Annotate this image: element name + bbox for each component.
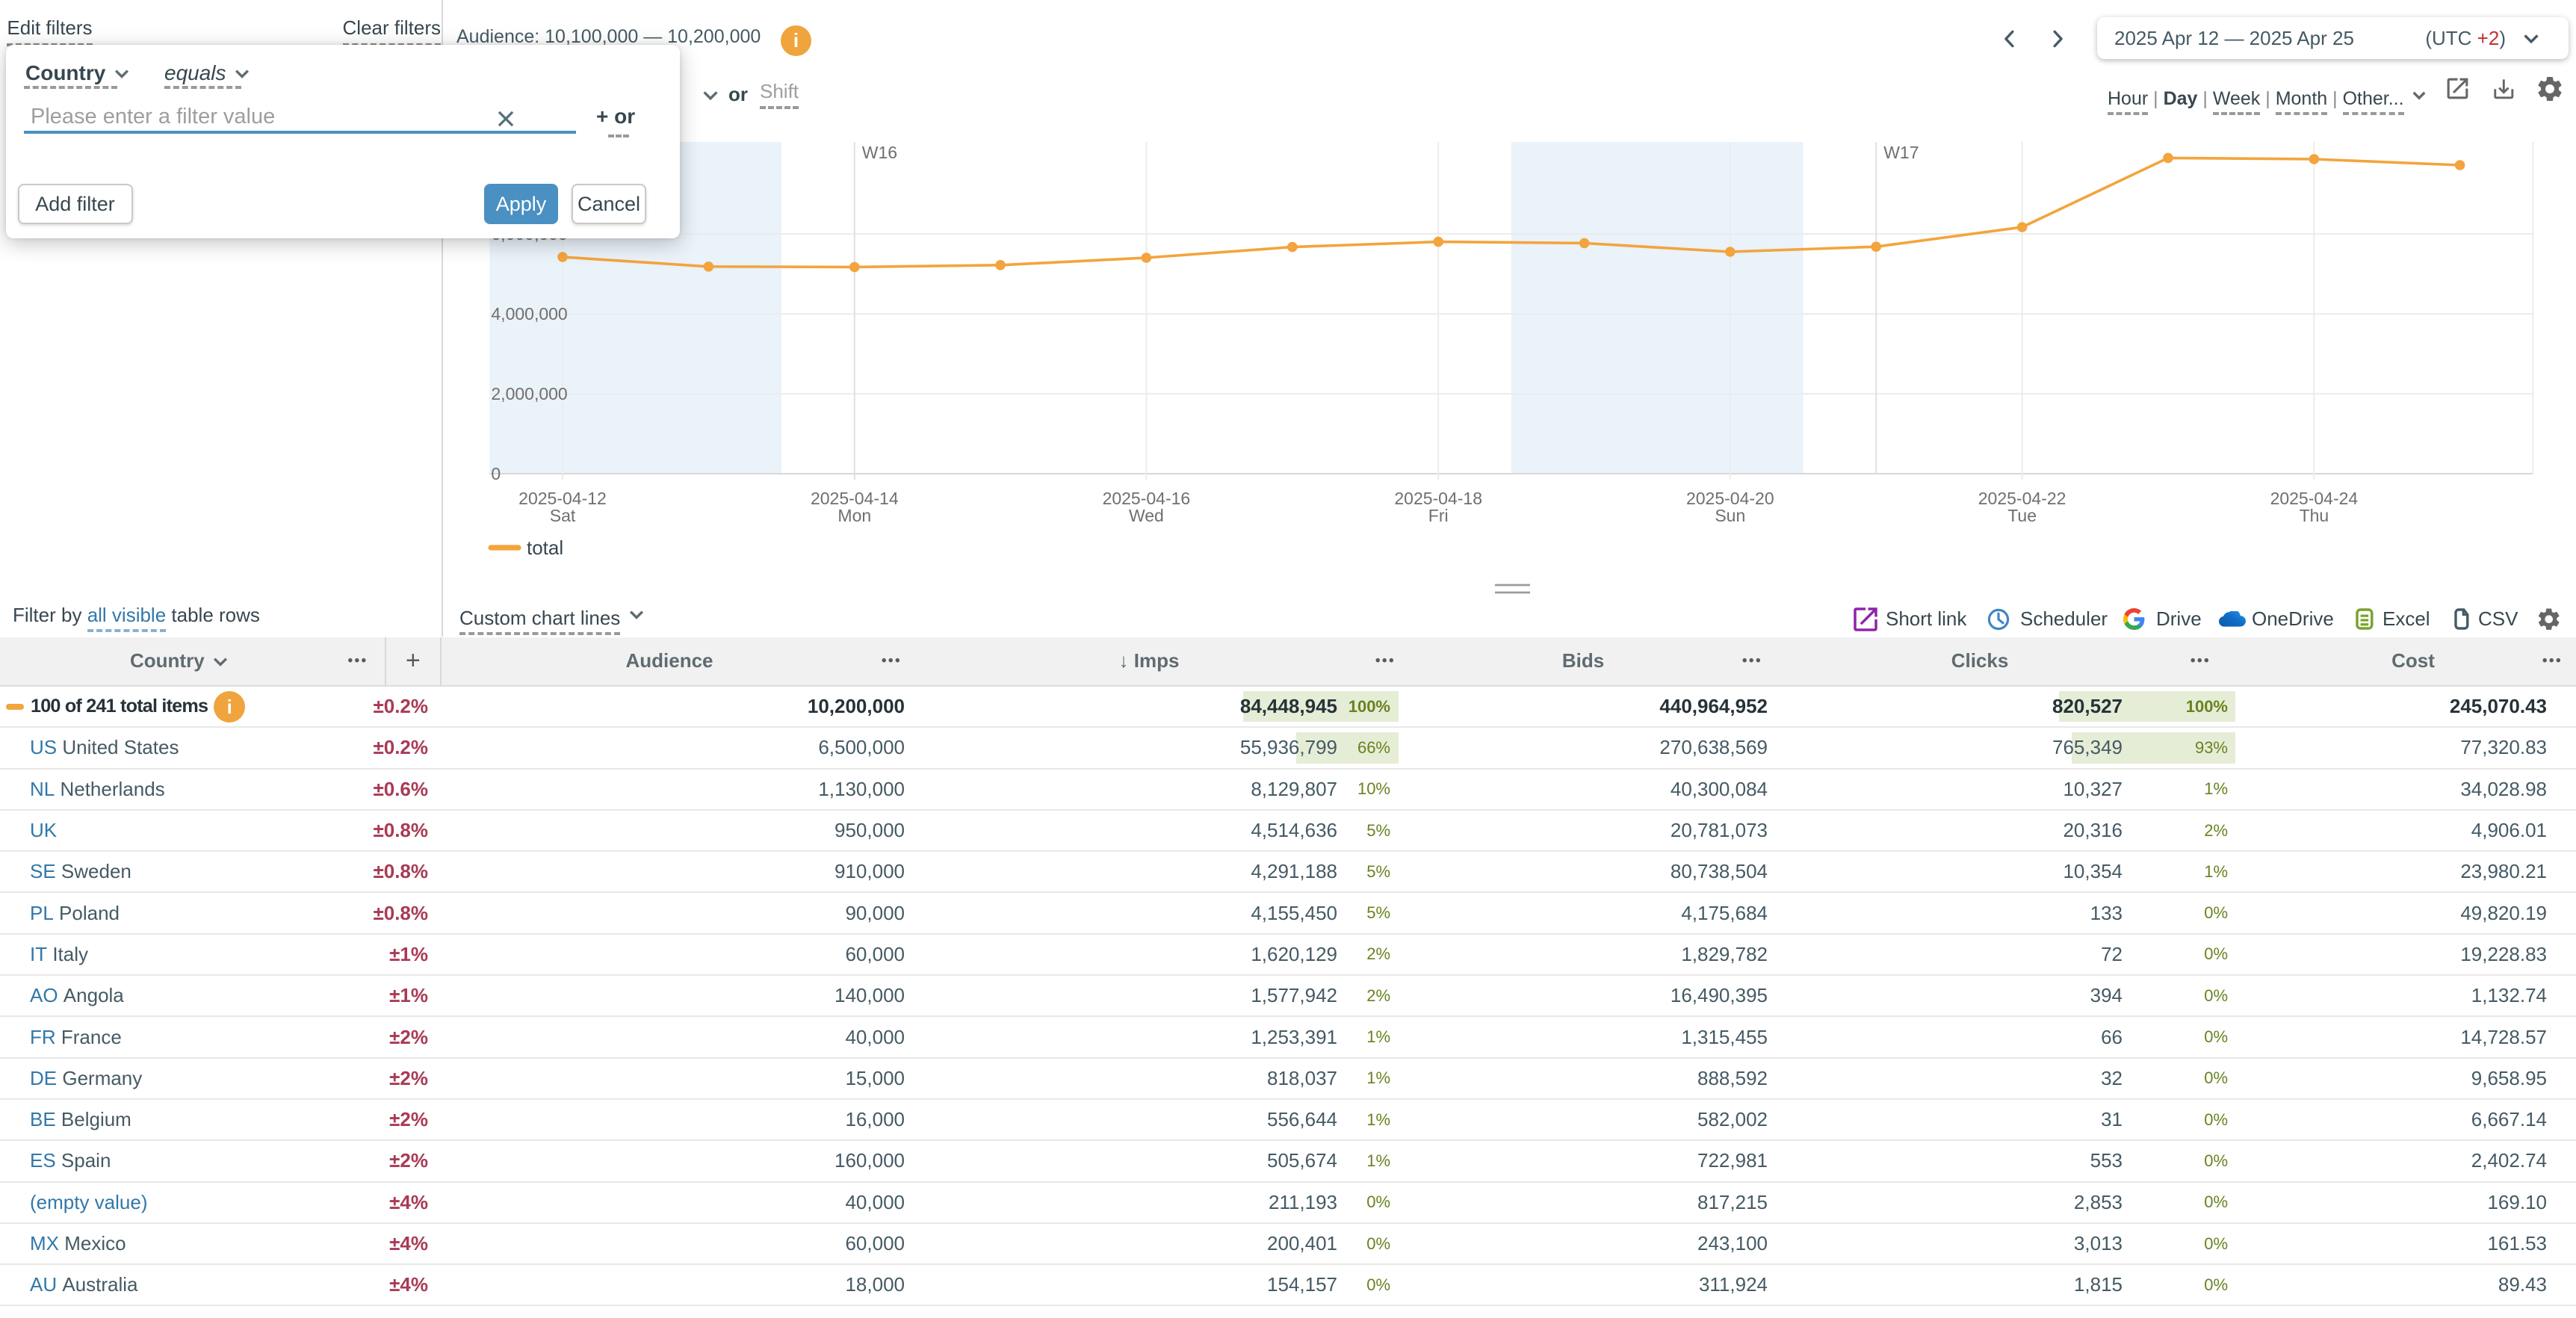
svg-text:Wed: Wed: [1129, 506, 1164, 525]
svg-text:total: total: [527, 536, 563, 559]
svg-text:2025-04-14: 2025-04-14: [811, 489, 899, 508]
svg-text:Mon: Mon: [837, 506, 871, 525]
svg-text:Sun: Sun: [1715, 506, 1745, 525]
svg-text:W17: W17: [1883, 143, 1919, 162]
svg-text:Sat: Sat: [550, 506, 576, 525]
svg-text:2025-04-12: 2025-04-12: [518, 489, 607, 508]
svg-text:2,000,000: 2,000,000: [491, 384, 567, 403]
svg-text:W16: W16: [862, 143, 897, 162]
svg-text:Thu: Thu: [2300, 506, 2329, 525]
svg-text:2025-04-20: 2025-04-20: [1686, 489, 1774, 508]
svg-text:4,000,000: 4,000,000: [491, 304, 567, 324]
svg-text:0: 0: [491, 464, 501, 483]
svg-text:2025-04-22: 2025-04-22: [1978, 489, 2066, 508]
svg-text:2025-04-24: 2025-04-24: [2270, 489, 2359, 508]
svg-text:2025-04-18: 2025-04-18: [1394, 489, 1482, 508]
svg-text:Tue: Tue: [2007, 506, 2037, 525]
svg-text:2025-04-16: 2025-04-16: [1103, 489, 1191, 508]
svg-text:Fri: Fri: [1428, 506, 1449, 525]
